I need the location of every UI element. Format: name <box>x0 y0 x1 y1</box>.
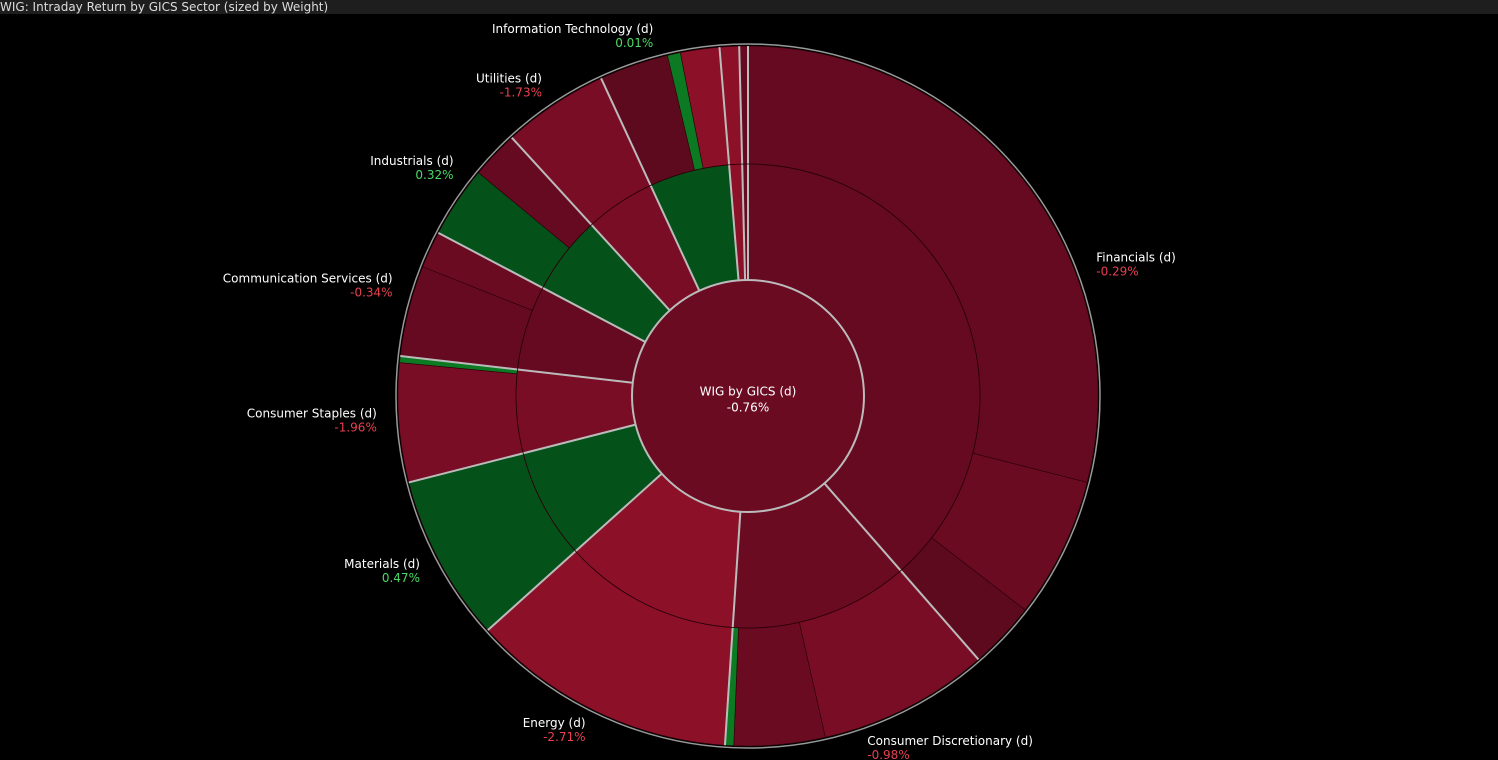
sector-label: Consumer Staples (d) <box>247 407 377 421</box>
sector-divider <box>408 423 636 484</box>
sector-divider <box>718 47 740 281</box>
sector-divider <box>437 231 646 343</box>
title-bar: WIG: Intraday Return by GICS Sector (siz… <box>0 0 1498 14</box>
sector-divider <box>738 46 747 281</box>
center-return: -0.76% <box>727 401 769 415</box>
sector-return: -0.34% <box>350 286 392 300</box>
sector-label: Consumer Discretionary (d) <box>867 734 1033 748</box>
sector-label: Energy (d) <box>523 716 586 730</box>
sector-return: -0.98% <box>867 748 909 760</box>
sector-label: Information Technology (d) <box>492 22 653 36</box>
sector-divider <box>487 472 663 631</box>
sector-divider <box>823 482 980 661</box>
sector-return: -0.29% <box>1096 265 1138 279</box>
sector-divider <box>600 77 701 292</box>
chart: Financials (d)-0.29% Consumer Discretiona… <box>223 22 1176 760</box>
sector-return: 0.01% <box>615 36 653 50</box>
sector-return: 0.47% <box>382 571 420 585</box>
sector-divider <box>511 137 671 312</box>
sector-label: Utilities (d) <box>476 72 542 86</box>
sector-return: -1.73% <box>500 86 542 100</box>
sector-label: Financials (d) <box>1096 251 1176 265</box>
sector-return: -2.71% <box>543 730 585 744</box>
sector-return: 0.32% <box>415 168 453 182</box>
chart-title: WIG: Intraday Return by GICS Sector (siz… <box>0 0 329 14</box>
sector-divider <box>723 511 742 746</box>
sector-divider <box>400 355 633 384</box>
sector-return: -1.96% <box>334 421 376 435</box>
sector-label: Communication Services (d) <box>223 272 393 286</box>
sector-label: Materials (d) <box>344 557 420 571</box>
center <box>631 279 865 513</box>
middle-ring-edge <box>515 163 981 629</box>
center-label: WIG by GICS (d) <box>700 385 797 399</box>
outer-ring <box>395 43 1101 749</box>
sector-label: Industrials (d) <box>370 154 453 168</box>
